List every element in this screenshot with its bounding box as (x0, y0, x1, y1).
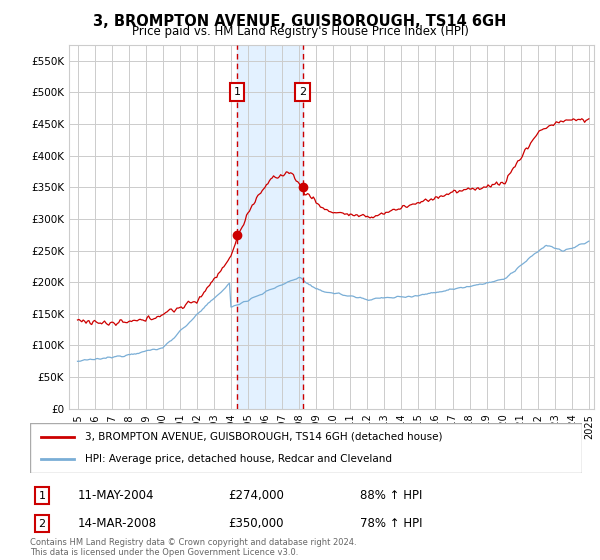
Text: Contains HM Land Registry data © Crown copyright and database right 2024.
This d: Contains HM Land Registry data © Crown c… (30, 538, 356, 557)
Bar (237, 45, 302, 409)
Text: £350,000: £350,000 (228, 517, 284, 530)
Text: 88% ↑ HPI: 88% ↑ HPI (360, 489, 422, 502)
Text: HPI: Average price, detached house, Redcar and Cleveland: HPI: Average price, detached house, Redc… (85, 454, 392, 464)
Text: 11-MAY-2004: 11-MAY-2004 (78, 489, 155, 502)
Text: 3, BROMPTON AVENUE, GUISBOROUGH, TS14 6GH: 3, BROMPTON AVENUE, GUISBOROUGH, TS14 6G… (94, 14, 506, 29)
Text: 2: 2 (299, 87, 306, 97)
Text: 78% ↑ HPI: 78% ↑ HPI (360, 517, 422, 530)
Text: 1: 1 (233, 87, 241, 97)
Text: 2: 2 (38, 519, 46, 529)
Text: Price paid vs. HM Land Registry's House Price Index (HPI): Price paid vs. HM Land Registry's House … (131, 25, 469, 38)
FancyBboxPatch shape (30, 423, 582, 473)
Text: 1: 1 (38, 491, 46, 501)
Text: 3, BROMPTON AVENUE, GUISBOROUGH, TS14 6GH (detached house): 3, BROMPTON AVENUE, GUISBOROUGH, TS14 6G… (85, 432, 443, 442)
Text: £274,000: £274,000 (228, 489, 284, 502)
Text: 14-MAR-2008: 14-MAR-2008 (78, 517, 157, 530)
